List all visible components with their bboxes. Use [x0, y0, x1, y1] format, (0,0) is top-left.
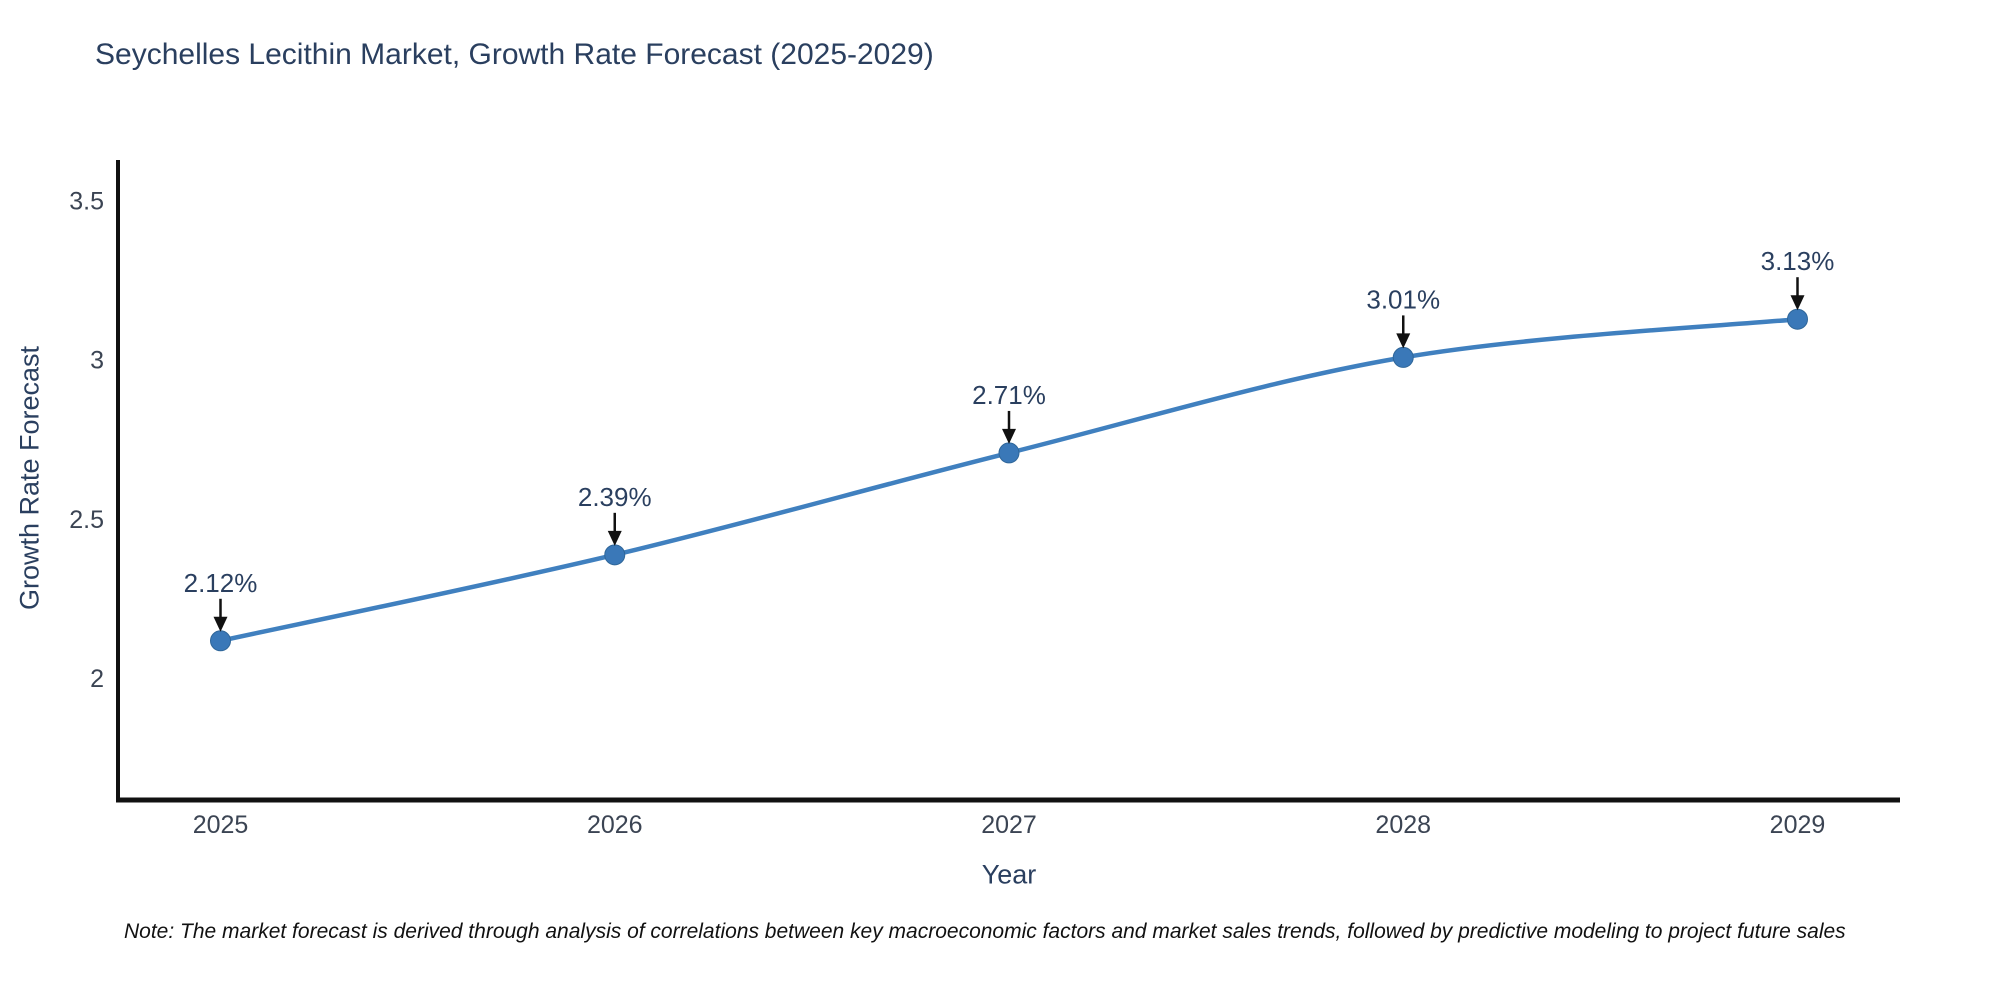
y-tick-label-3.5: 3.5 [69, 187, 104, 215]
annotation-label-2029: 3.13% [1761, 246, 1835, 276]
y-tick-label-2.5: 2.5 [69, 506, 104, 534]
annotation-label-2025: 2.12% [184, 568, 258, 598]
x-tick-label-2027: 2027 [981, 811, 1037, 839]
y-axis-title: Growth Rate Forecast [14, 345, 45, 611]
y-tick-label-2: 2 [90, 665, 104, 693]
annotation-arrow-head [213, 616, 228, 632]
data-point-2029[interactable] [1786, 308, 1808, 330]
x-axis-title: Year [981, 859, 1037, 890]
annotation-arrow-head [607, 530, 622, 546]
data-point-2025[interactable] [210, 630, 232, 652]
data-point-2026[interactable] [604, 544, 626, 566]
x-tick-label-2025: 2025 [193, 811, 249, 839]
x-tick-label-2026: 2026 [587, 811, 643, 839]
chart-title: Seychelles Lecithin Market, Growth Rate … [95, 38, 934, 71]
x-tick-label-2028: 2028 [1375, 811, 1431, 839]
y-tick-label-3: 3 [90, 347, 104, 375]
annotation-arrow-head [1002, 428, 1016, 444]
x-tick-label-2029: 2029 [1770, 811, 1826, 839]
annotation-label-2028: 3.01% [1366, 284, 1440, 314]
annotation-arrow-head [1396, 333, 1411, 349]
data-point-2027[interactable] [998, 442, 1020, 464]
annotation-label-2026: 2.39% [578, 482, 652, 512]
annotation-arrow-head [1790, 295, 1805, 311]
annotation-label-2027: 2.71% [972, 380, 1046, 410]
forecast-line [218, 316, 1800, 644]
footnote-text: Note: The market forecast is derived thr… [124, 920, 1846, 943]
data-point-2028[interactable] [1392, 346, 1414, 368]
